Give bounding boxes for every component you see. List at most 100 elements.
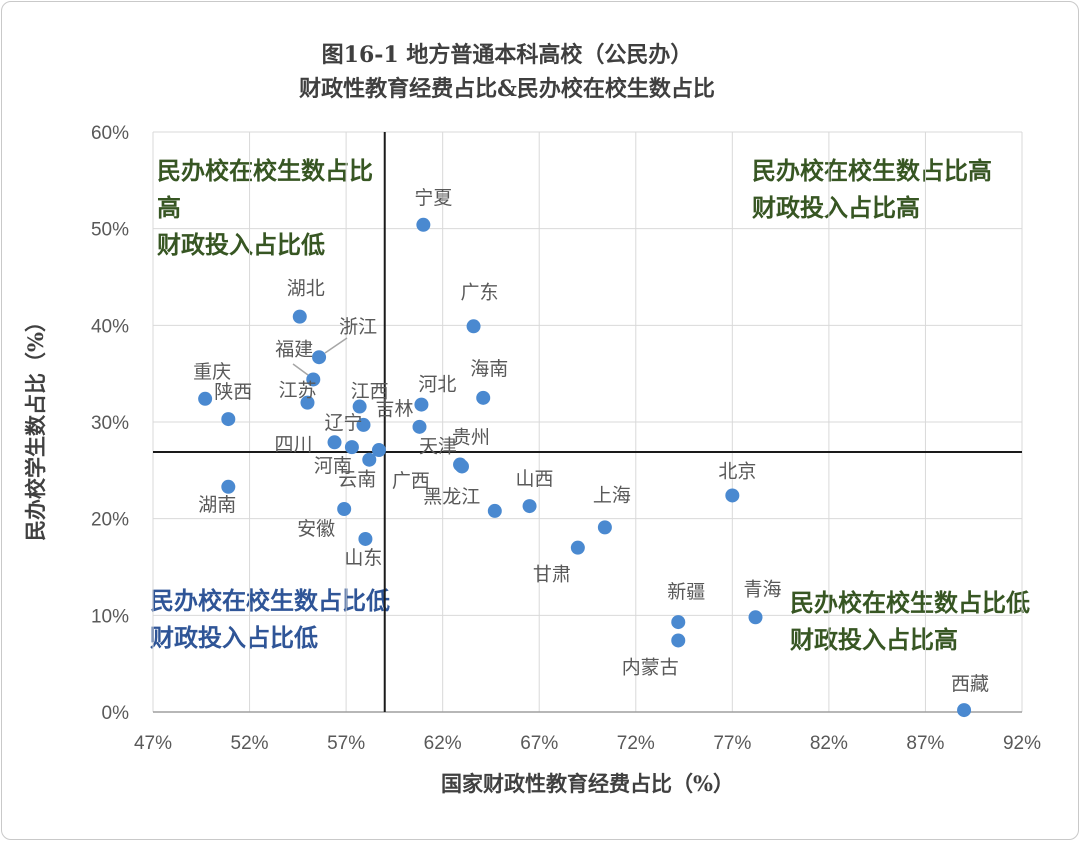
x-tick-label: 57% [327, 733, 365, 754]
data-point-label-山东: 山东 [344, 547, 382, 569]
data-point-辽宁 [356, 417, 371, 432]
data-point-重庆 [198, 391, 213, 406]
label-leader-line [292, 363, 309, 376]
data-point-label-内蒙古: 内蒙古 [622, 656, 679, 678]
quadrant-label-line: 财政投入占比低 [157, 230, 325, 259]
quadrant-label-line: 财政投入占比低 [150, 623, 318, 652]
quadrant-label-line: 财政投入占比高 [752, 193, 920, 222]
data-point-福建 [306, 372, 321, 387]
data-point-安徽 [337, 502, 352, 516]
data-point-内蒙古 [671, 633, 686, 648]
data-point-海南 [476, 390, 491, 405]
data-point-label-湖南: 湖南 [198, 494, 236, 516]
y-tick-label: 10% [91, 606, 129, 627]
quadrant-label-top-left: 民办校在校生数占比 高 财政投入占比低 [157, 152, 373, 263]
quadrant-label-bottom-right: 民办校在校生数占比低 财政投入占比高 [790, 584, 1030, 658]
y-axis-title: 民办校学生数占比（%） [23, 311, 48, 541]
x-tick-label: 92% [1003, 733, 1041, 754]
data-point-宁夏 [416, 217, 431, 232]
data-point-label-河北: 河北 [418, 374, 456, 396]
data-point-label-湖北: 湖北 [287, 278, 325, 300]
data-point-label-陕西: 陕西 [214, 381, 252, 403]
y-tick-label: 60% [91, 123, 129, 144]
data-point-新疆 [671, 615, 686, 630]
chart-title-line1: 图16-1 地方普通本科高校（公民办） [321, 42, 693, 68]
data-point-label-吉林: 吉林 [375, 398, 413, 420]
data-point-label-广西: 广西 [392, 470, 430, 492]
data-point-陕西 [221, 412, 236, 427]
data-point-label-新疆: 新疆 [667, 581, 705, 603]
data-point-广东 [466, 319, 481, 334]
data-point-label-海南: 海南 [470, 358, 508, 380]
data-point-河北 [414, 397, 429, 412]
data-point-湖南 [221, 479, 236, 494]
data-point-label-河南: 河南 [314, 455, 352, 477]
label-leader-line [324, 337, 348, 354]
quadrant-label-line: 民办校在校生数占比 [157, 156, 373, 185]
quadrant-label-line: 高 [157, 193, 181, 222]
data-point-江苏 [300, 395, 315, 410]
data-point-label-浙江: 浙江 [339, 316, 377, 338]
data-point-label-重庆: 重庆 [193, 361, 231, 383]
data-point-label-云南: 云南 [338, 469, 376, 491]
data-point-青海 [748, 610, 763, 625]
x-tick-label: 47% [134, 733, 172, 754]
data-point-云南 [362, 452, 377, 467]
data-point-label-西藏: 西藏 [951, 673, 989, 695]
x-tick-label: 52% [231, 733, 269, 754]
y-tick-label: 20% [91, 510, 129, 531]
x-tick-label: 82% [810, 733, 848, 754]
y-tick-label: 40% [91, 316, 129, 337]
x-tick-label: 87% [906, 733, 944, 754]
data-point-山东 [358, 531, 373, 546]
data-point-label-青海: 青海 [743, 578, 781, 600]
data-point-北京 [725, 488, 740, 503]
data-point-label-贵州: 贵州 [452, 426, 490, 448]
quadrant-label-line: 财政投入占比高 [790, 625, 958, 654]
data-point-四川 [327, 435, 342, 450]
data-point-吉林 [412, 419, 427, 434]
data-point-label-甘肃: 甘肃 [533, 564, 571, 586]
chart-title: 图16-1 地方普通本科高校（公民办） 财政性教育经费占比&民办校在校生数占比 [2, 38, 1012, 106]
data-point-label-辽宁: 辽宁 [324, 412, 362, 434]
x-tick-label: 72% [617, 733, 655, 754]
data-point-浙江 [312, 350, 327, 365]
data-point-河南 [344, 440, 359, 455]
data-point-label-北京: 北京 [718, 460, 756, 482]
data-point-label-江苏: 江苏 [278, 380, 316, 402]
data-point-label-山西: 山西 [516, 468, 554, 490]
quadrant-label-line: 民办校在校生数占比低 [150, 586, 390, 615]
data-point-广西 [371, 443, 386, 458]
x-tick-label: 62% [424, 733, 462, 754]
quadrant-label-bottom-left: 民办校在校生数占比低 财政投入占比低 [150, 582, 390, 656]
quadrant-label-line: 民办校在校生数占比高 [752, 156, 992, 185]
data-point-湖北 [292, 309, 307, 324]
data-point-label-上海: 上海 [593, 484, 631, 506]
quadrant-label-line: 民办校在校生数占比低 [790, 588, 1030, 617]
data-point-label-天津: 天津 [419, 436, 457, 458]
x-tick-label: 67% [520, 733, 558, 754]
data-point-label-福建: 福建 [275, 338, 313, 360]
data-point-山西 [522, 499, 537, 514]
data-point-西藏 [957, 703, 972, 718]
data-point-江西 [352, 399, 367, 414]
data-point-label-四川: 四川 [275, 433, 313, 455]
data-point-甘肃 [570, 540, 585, 555]
data-point-label-黑龙江: 黑龙江 [423, 486, 480, 508]
y-tick-label: 50% [91, 220, 129, 241]
data-point-label-安徽: 安徽 [297, 518, 335, 540]
data-point-黑龙江 [487, 503, 502, 518]
x-axis-title: 国家财政性教育经费占比（%） [441, 771, 734, 796]
data-point-label-江西: 江西 [351, 381, 389, 403]
chart-title-line2: 财政性教育经费占比&民办校在校生数占比 [299, 76, 715, 102]
quadrant-label-top-right: 民办校在校生数占比高 财政投入占比高 [752, 152, 992, 226]
y-tick-label: 0% [102, 703, 130, 724]
data-point-label-广东: 广东 [461, 281, 499, 303]
data-point-label-宁夏: 宁夏 [414, 187, 452, 209]
x-tick-label: 77% [713, 733, 751, 754]
y-tick-label: 30% [91, 413, 129, 434]
data-point-上海 [597, 520, 612, 535]
data-point-贵州 [454, 459, 469, 474]
